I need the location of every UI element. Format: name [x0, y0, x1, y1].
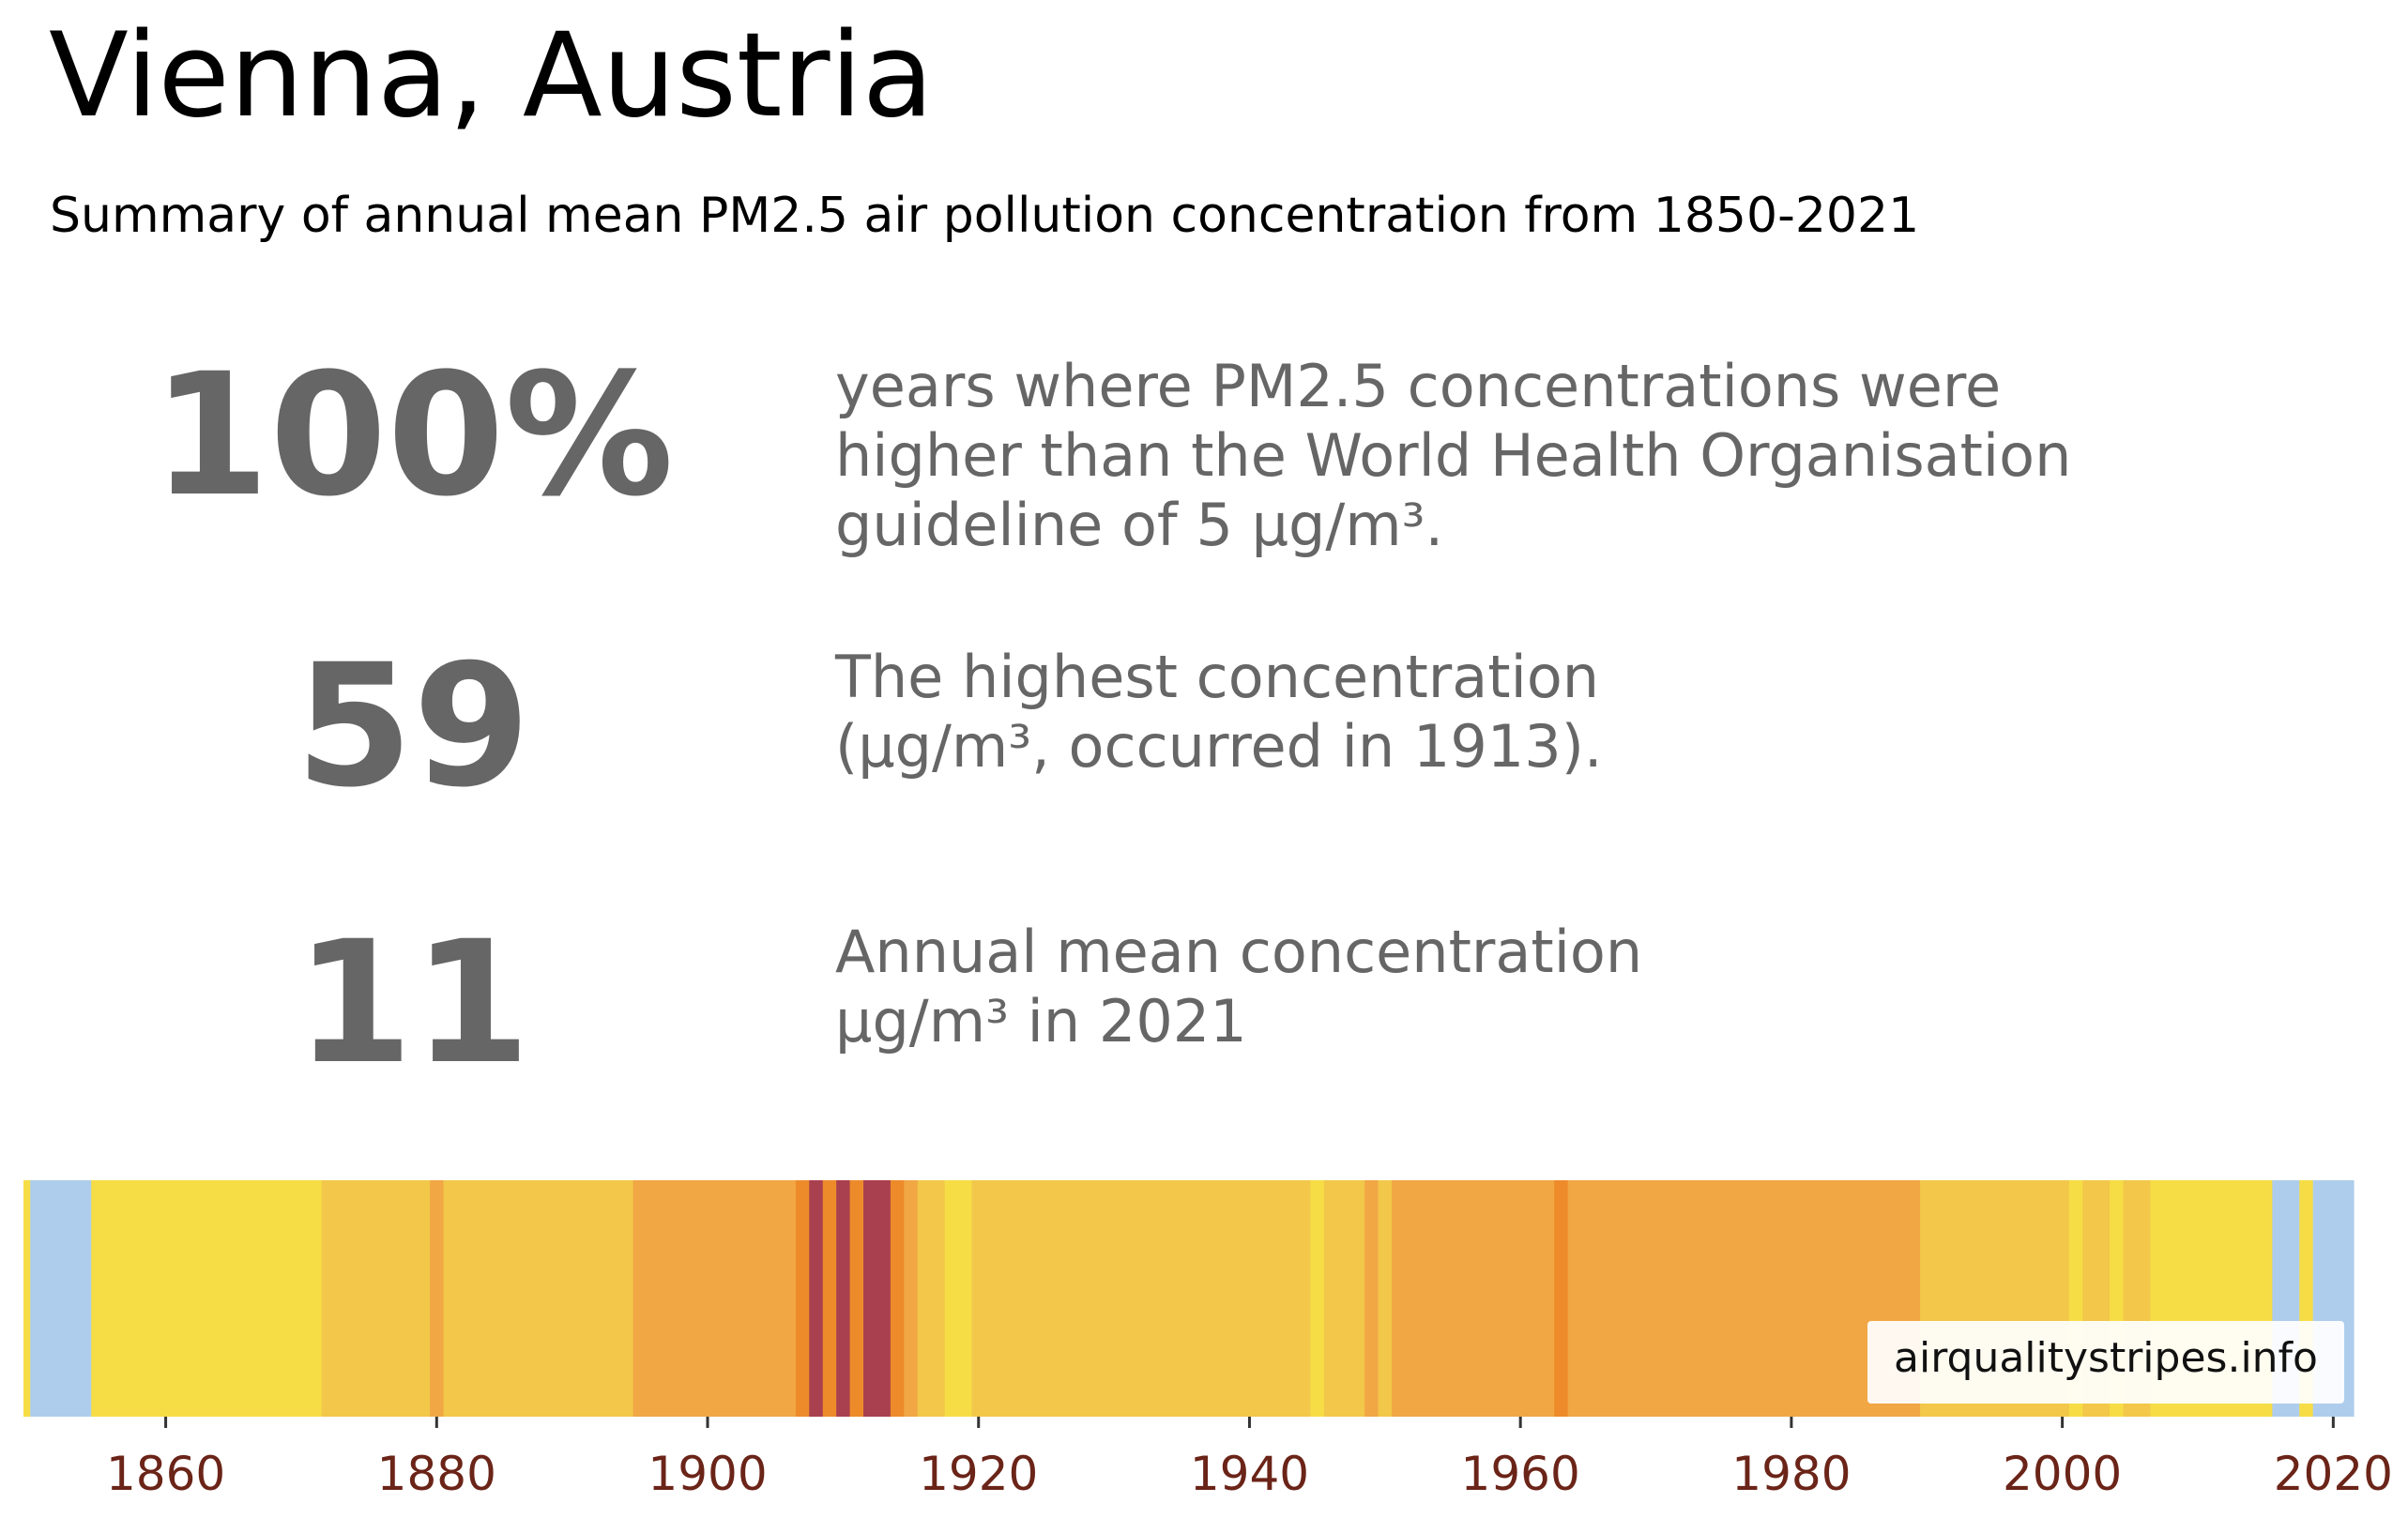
- year-stripe: [809, 1180, 824, 1417]
- stat-highest-line: The highest concentration: [835, 643, 1600, 711]
- year-stripe: [795, 1180, 810, 1417]
- stat-highest-value: 59: [295, 629, 531, 825]
- x-tick-label: 1880: [377, 1447, 496, 1501]
- x-tick-label: 1980: [1731, 1447, 1851, 1501]
- stat-highest-description: The highest concentration (μg/m³, occurr…: [835, 643, 1603, 782]
- year-stripe: [1567, 1180, 1921, 1417]
- stat-percent-value: 100%: [151, 338, 675, 534]
- year-stripe: [944, 1180, 973, 1417]
- stat-percent-description: years where PM2.5 concentrations were hi…: [835, 352, 2071, 560]
- source-badge-label: airqualitystripes.info: [1894, 1334, 2318, 1382]
- year-stripe: [904, 1180, 919, 1417]
- year-stripe: [1378, 1180, 1393, 1417]
- year-stripe: [23, 1180, 31, 1417]
- year-stripe: [321, 1180, 431, 1417]
- year-stripe: [863, 1180, 892, 1417]
- year-stripe: [822, 1180, 837, 1417]
- year-stripe: [890, 1180, 905, 1417]
- page-title: Vienna, Austria: [49, 8, 934, 144]
- stat-percent-line: years where PM2.5 concentrations were: [835, 352, 2002, 420]
- x-tick-label: 1900: [648, 1447, 767, 1501]
- year-stripe: [971, 1180, 1312, 1417]
- x-tick-label: 2000: [2003, 1447, 2122, 1501]
- year-stripe: [1310, 1180, 1325, 1417]
- year-stripe: [430, 1180, 445, 1417]
- stat-percent-line: guideline of 5 μg/m³.: [835, 491, 1444, 559]
- year-stripe: [1364, 1180, 1379, 1417]
- stat-highest-line: (μg/m³, occurred in 1913).: [835, 712, 1603, 781]
- stat-latest-value: 11: [295, 905, 531, 1101]
- year-stripe: [1323, 1180, 1365, 1417]
- stat-latest-line: Annual mean concentration: [835, 918, 1643, 986]
- year-stripe: [1554, 1180, 1569, 1417]
- year-stripe: [91, 1180, 323, 1417]
- x-tick-label: 1940: [1190, 1447, 1309, 1501]
- page-subtitle: Summary of annual mean PM2.5 air polluti…: [50, 188, 1920, 244]
- stat-latest-line: μg/m³ in 2021: [835, 987, 1247, 1055]
- year-stripe: [443, 1180, 634, 1417]
- year-stripe: [849, 1180, 864, 1417]
- x-tick-label: 1920: [919, 1447, 1038, 1501]
- year-stripe: [917, 1180, 946, 1417]
- source-badge: airqualitystripes.info: [1867, 1321, 2344, 1404]
- stat-percent-line: higher than the World Health Organisatio…: [835, 421, 2072, 490]
- year-stripe: [836, 1180, 851, 1417]
- x-tick-label: 1860: [106, 1447, 225, 1501]
- stat-latest-description: Annual mean concentration μg/m³ in 2021: [835, 918, 1642, 1056]
- x-tick-label: 1960: [1461, 1447, 1580, 1501]
- year-stripe: [632, 1180, 797, 1417]
- year-stripe: [30, 1180, 92, 1417]
- x-tick-label: 2020: [2274, 1447, 2393, 1501]
- year-stripe: [1392, 1180, 1555, 1417]
